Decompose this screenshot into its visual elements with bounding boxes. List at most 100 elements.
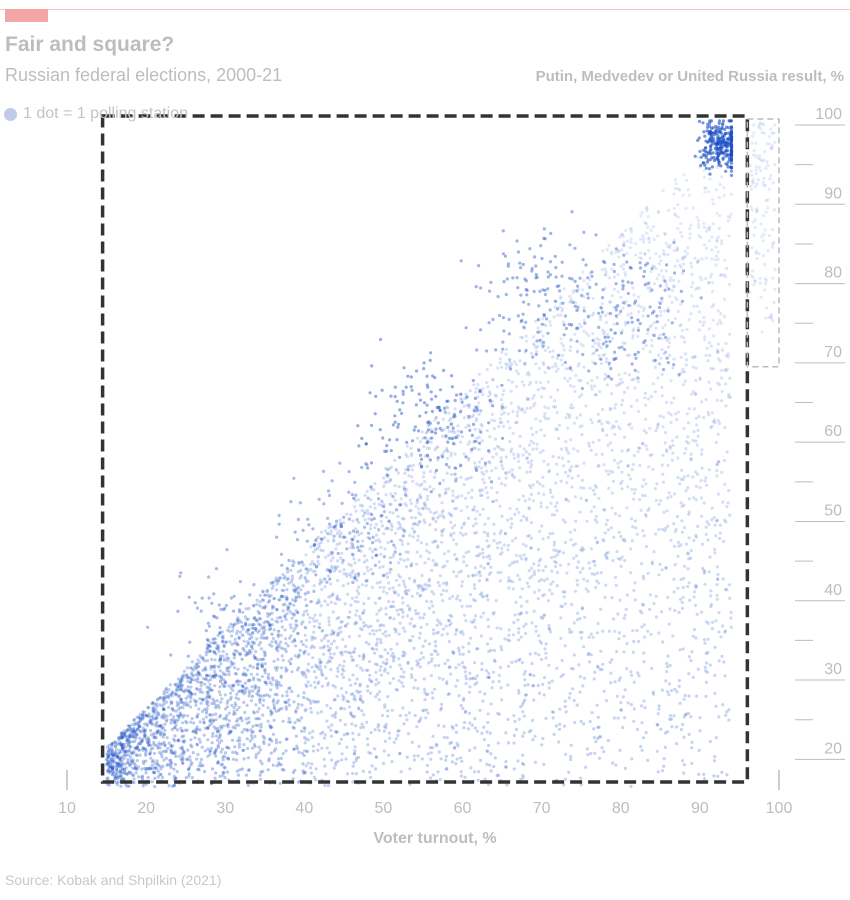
scatter-point — [339, 556, 343, 560]
scatter-point — [460, 494, 464, 498]
scatter-point — [310, 635, 314, 639]
scatter-point — [414, 612, 418, 616]
scatter-point — [203, 677, 208, 681]
scatter-point — [586, 653, 590, 657]
scatter-point — [361, 539, 365, 543]
scatter-point — [353, 622, 357, 626]
scatter-point — [607, 486, 611, 490]
scatter-point — [404, 588, 408, 593]
scatter-point — [563, 376, 567, 380]
scatter-point — [415, 659, 419, 663]
scatter-point — [686, 188, 690, 192]
scatter-point — [302, 652, 306, 656]
scatter-point — [179, 713, 183, 717]
scatter-point — [164, 719, 169, 723]
scatter-point — [269, 688, 273, 692]
scatter-point — [146, 775, 150, 780]
scatter-point — [382, 749, 386, 753]
scatter-point — [248, 678, 252, 683]
scatter-point — [568, 348, 572, 353]
scatter-point — [441, 599, 445, 603]
scatter-point — [329, 529, 333, 533]
scatter-point — [219, 662, 223, 666]
scatter-point — [652, 692, 656, 696]
scatter-point — [268, 723, 272, 728]
scatter-point — [418, 461, 422, 465]
scatter-point — [640, 704, 644, 708]
scatter-point — [455, 506, 459, 511]
scatter-point — [604, 469, 608, 473]
scatter-point — [162, 707, 166, 712]
scatter-point — [244, 607, 248, 611]
scatter-point — [682, 763, 687, 767]
scatter-point — [618, 557, 622, 562]
scatter-point — [615, 549, 619, 554]
scatter-point — [252, 603, 256, 608]
scatter-point — [709, 367, 713, 371]
scatter-point — [709, 344, 714, 348]
scatter-point — [504, 347, 508, 351]
scatter-point — [410, 740, 414, 745]
scatter-point — [279, 633, 283, 637]
scatter-point — [228, 665, 232, 669]
scatter-point — [236, 773, 240, 777]
scatter-point — [217, 736, 221, 740]
scatter-point — [447, 619, 451, 623]
scatter-point — [467, 456, 471, 460]
scatter-point — [362, 725, 366, 729]
scatter-point — [369, 691, 373, 695]
scatter-point — [547, 626, 551, 631]
scatter-point — [177, 714, 181, 718]
scatter-point — [408, 498, 412, 502]
scatter-point — [669, 276, 673, 280]
scatter-point — [614, 250, 618, 255]
scatter-point — [455, 757, 459, 761]
scatter-point — [134, 771, 138, 775]
scatter-point — [581, 478, 585, 482]
scatter-point — [610, 448, 614, 452]
scatter-point — [338, 651, 343, 655]
scatter-point — [380, 655, 384, 659]
scatter-point — [250, 746, 255, 750]
scatter-point — [626, 449, 630, 453]
scatter-point — [579, 548, 583, 552]
scatter-point — [493, 447, 497, 451]
scatter-point — [189, 738, 193, 742]
scatter-point — [258, 729, 262, 733]
scatter-point — [302, 695, 306, 700]
scatter-point — [250, 640, 254, 644]
scatter-point — [228, 640, 232, 644]
scatter-point — [391, 555, 395, 559]
scatter-point — [551, 454, 555, 459]
scatter-point — [602, 377, 607, 381]
scatter-point — [418, 616, 422, 620]
scatter-point — [382, 589, 386, 594]
scatter-point — [507, 586, 511, 590]
scatter-point — [176, 682, 180, 686]
scatter-point — [495, 366, 500, 370]
scatter-point — [655, 749, 659, 753]
scatter-point — [210, 741, 214, 745]
scatter-point — [359, 627, 363, 631]
scatter-point — [650, 562, 654, 566]
scatter-point — [627, 373, 632, 377]
scatter-point — [428, 523, 432, 527]
scatter-point — [499, 627, 503, 631]
scatter-point — [727, 718, 731, 722]
scatter-point — [539, 428, 543, 432]
scatter-point — [692, 304, 696, 308]
scatter-point — [506, 518, 510, 522]
scatter-point — [649, 269, 653, 274]
scatter-point — [599, 607, 603, 611]
scatter-point — [545, 505, 549, 509]
scatter-point — [453, 431, 457, 435]
scatter-point — [332, 766, 336, 770]
scatter-point — [377, 597, 381, 601]
scatter-point — [270, 617, 274, 622]
scatter-point — [679, 335, 684, 339]
scatter-point — [553, 299, 557, 303]
scatter-point — [532, 562, 536, 566]
scatter-point — [249, 672, 253, 676]
scatter-point — [697, 286, 702, 290]
scatter-point — [658, 254, 662, 259]
